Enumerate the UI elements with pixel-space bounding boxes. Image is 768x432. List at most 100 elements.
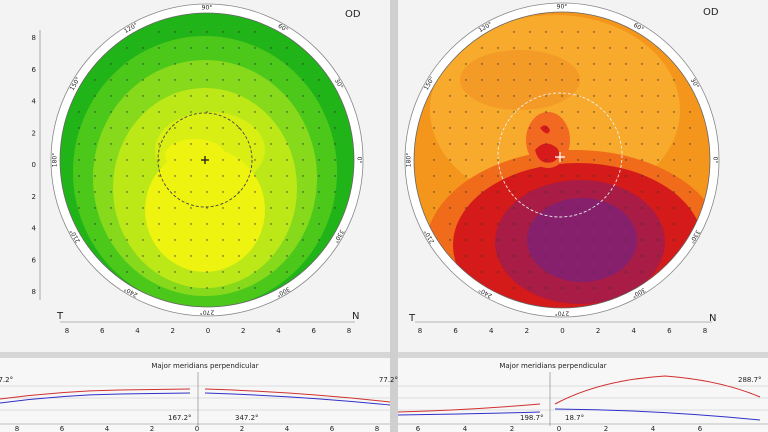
- x-tick-label: 6: [453, 327, 458, 335]
- grid-dot: [465, 63, 467, 65]
- grid-dot: [593, 207, 595, 209]
- grid-dot: [465, 95, 467, 97]
- grid-dot: [497, 223, 499, 225]
- grid-dot: [222, 31, 224, 33]
- grid-dot: [577, 223, 579, 225]
- grid-dot: [657, 79, 659, 81]
- grid-dot: [110, 111, 112, 113]
- grid-dot: [513, 175, 515, 177]
- grid-dot: [433, 191, 435, 193]
- grid-dot: [561, 111, 563, 113]
- grid-dot: [625, 191, 627, 193]
- grid-dot: [593, 175, 595, 177]
- grid-dot: [593, 223, 595, 225]
- grid-dot: [78, 191, 80, 193]
- profile-tick-label: 0: [557, 425, 561, 432]
- grid-dot: [609, 95, 611, 97]
- grid-dot: [206, 175, 208, 177]
- grid-dot: [222, 207, 224, 209]
- grid-dot: [126, 47, 128, 49]
- grid-dot: [545, 143, 547, 145]
- grid-dot: [110, 255, 112, 257]
- grid-dot: [254, 31, 256, 33]
- grid-dot: [609, 239, 611, 241]
- grid-dot: [158, 207, 160, 209]
- grid-dot: [286, 95, 288, 97]
- grid-dot: [206, 95, 208, 97]
- center-mark: [555, 152, 565, 162]
- grid-dot: [286, 223, 288, 225]
- grid-dot: [206, 239, 208, 241]
- grid-dot: [206, 271, 208, 273]
- grid-dot: [561, 47, 563, 49]
- grid-dot: [609, 287, 611, 289]
- grid-dot: [497, 271, 499, 273]
- grid-dot: [302, 143, 304, 145]
- profile-tick-label: 6: [698, 425, 703, 432]
- grid-dot: [158, 47, 160, 49]
- grid-dot: [110, 143, 112, 145]
- grid-dot: [673, 223, 675, 225]
- grid-dot: [110, 63, 112, 65]
- grid-dot: [270, 111, 272, 113]
- grid-dot: [174, 127, 176, 129]
- grid-dot: [673, 239, 675, 241]
- grid-dot: [142, 79, 144, 81]
- grid-dot: [254, 111, 256, 113]
- grid-dot: [641, 207, 643, 209]
- grid-dot: [529, 255, 531, 257]
- grid-dot: [94, 111, 96, 113]
- x-tick-label: 4: [276, 327, 281, 335]
- grid-dot: [238, 143, 240, 145]
- grid-dot: [609, 223, 611, 225]
- grid-dot: [513, 239, 515, 241]
- grid-dot: [158, 127, 160, 129]
- grid-dot: [593, 287, 595, 289]
- grid-dot: [481, 79, 483, 81]
- grid-dot: [657, 207, 659, 209]
- grid-dot: [545, 223, 547, 225]
- grid-dot: [222, 223, 224, 225]
- grid-dot: [238, 239, 240, 241]
- grid-dot: [577, 255, 579, 257]
- grid-dot: [577, 159, 579, 161]
- grid-dot: [673, 191, 675, 193]
- grid-dot: [497, 79, 499, 81]
- profile-tick-label: 4: [463, 425, 468, 432]
- grid-dot: [593, 79, 595, 81]
- angle-label: 90°: [557, 4, 568, 11]
- grid-dot: [286, 255, 288, 257]
- grid-dot: [94, 175, 96, 177]
- grid-dot: [625, 79, 627, 81]
- grid-dot: [609, 271, 611, 273]
- grid-dot: [545, 287, 547, 289]
- grid-dot: [158, 223, 160, 225]
- grid-dot: [222, 143, 224, 145]
- x-tick-label: 8: [65, 327, 69, 335]
- grid-dot: [529, 191, 531, 193]
- grid-dot: [270, 175, 272, 177]
- grid-dot: [206, 31, 208, 33]
- grid-dot: [481, 95, 483, 97]
- grid-dot: [657, 143, 659, 145]
- grid-dot: [593, 47, 595, 49]
- grid-dot: [545, 127, 547, 129]
- grid-dot: [190, 271, 192, 273]
- grid-dot: [577, 143, 579, 145]
- grid-dot: [529, 207, 531, 209]
- grid-dot: [126, 159, 128, 161]
- angle-label: 270°: [200, 309, 214, 316]
- grid-dot: [513, 143, 515, 145]
- grid-dot: [561, 143, 563, 145]
- grid-dot: [174, 159, 176, 161]
- grid-dot: [609, 111, 611, 113]
- grid-dot: [449, 223, 451, 225]
- grid-dot: [545, 159, 547, 161]
- grid-dot: [593, 111, 595, 113]
- grid-dot: [286, 127, 288, 129]
- grid-dot: [561, 191, 563, 193]
- grid-dot: [545, 31, 547, 33]
- grid-dot: [481, 223, 483, 225]
- angle-label: 180°: [406, 153, 413, 167]
- grid-dot: [206, 143, 208, 145]
